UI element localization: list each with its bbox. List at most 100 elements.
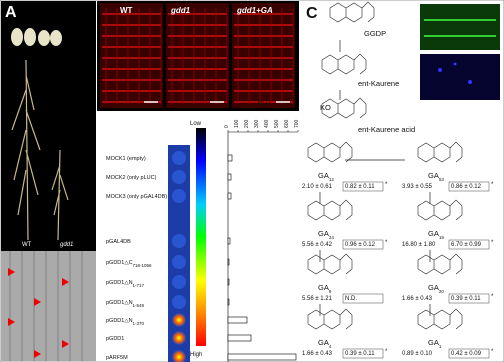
row-label: pGDD1△N1-370 — [106, 318, 145, 326]
tick-label: 200 — [244, 119, 250, 128]
compound-name-sub: 19 — [439, 235, 445, 240]
mutant-value: 0.39 ± 0.11 — [451, 296, 481, 302]
row-label: pGDD1△N1-717 — [106, 280, 145, 288]
luminescence-well — [172, 295, 186, 309]
mutant-value: 0.82 ± 0.11 — [345, 184, 375, 190]
compound-name-sub: 4 — [329, 344, 332, 349]
wt-value: 1.66 ± 0.43 — [302, 351, 333, 357]
scale-low: Low — [190, 121, 202, 127]
panel-letter: C — [306, 5, 318, 22]
mutant-box — [342, 181, 384, 192]
luminescence-well — [172, 255, 186, 269]
compound-name: GA20 — [428, 283, 444, 294]
microscopy-image — [100, 3, 163, 108]
color-scale — [196, 128, 206, 346]
bar — [227, 237, 231, 245]
compound-name-main: GA — [428, 338, 439, 347]
significance: * — [491, 240, 494, 246]
tick-label: 500 — [274, 119, 280, 128]
structure — [321, 53, 367, 75]
row-label: pGDD1 — [106, 336, 124, 342]
mutant-box — [448, 348, 490, 359]
structure — [417, 199, 463, 221]
mutant-box — [448, 293, 490, 304]
precursor-label: KO — [320, 103, 331, 112]
cell-image — [1, 251, 96, 361]
row-label-sub: 1-549 — [133, 303, 145, 308]
tick-label: 700 — [294, 119, 300, 128]
compound-name: GA53 — [428, 171, 444, 182]
luminescence-well — [172, 234, 186, 248]
tick-label: 100 — [234, 119, 240, 128]
image-label: gdd1 — [170, 6, 191, 15]
compound-name-main: GA — [428, 283, 439, 292]
mutant-box — [342, 348, 384, 359]
image-label: gdd1+GA — [236, 6, 273, 15]
compound-name: GA19 — [428, 229, 444, 240]
compound-name-sub: 1 — [439, 344, 442, 349]
compound-name-main: GA — [428, 229, 439, 238]
mutant-value: 0.96 ± 0.12 — [345, 242, 376, 248]
structure — [321, 97, 367, 119]
luminescence-well — [172, 151, 186, 165]
mutant-value: 0.86 ± 0.12 — [451, 184, 482, 190]
row-label: MOCK1 (empty) — [106, 156, 146, 162]
wt-value: 5.56 ± 0.42 — [302, 242, 333, 248]
structure — [417, 253, 463, 275]
luminescence-well — [172, 350, 186, 362]
row-label: MOCK3 (only pGAL4DB) — [106, 194, 167, 200]
bar — [227, 298, 230, 306]
mutant-value: 0.42 ± 0.09 — [451, 351, 482, 357]
compound-name-main: GA — [318, 229, 329, 238]
bar — [227, 173, 232, 181]
precursor-label: ent-Kaurene — [358, 79, 399, 88]
genotype-label: gdd1 — [60, 242, 73, 248]
mutant-value: N.D. — [345, 296, 357, 302]
image-label: WT — [120, 6, 133, 15]
bar — [227, 154, 233, 162]
structure — [307, 199, 353, 221]
genotype-label: WT — [22, 242, 32, 248]
row-label: MOCK2 (only pLUC) — [106, 175, 157, 181]
significance: * — [385, 182, 388, 188]
mutant-value: 6.70 ± 0.99 — [451, 242, 482, 248]
mutant-box — [342, 293, 384, 304]
tick-label: 600 — [284, 119, 290, 128]
compound-name-main: GA — [318, 338, 329, 347]
significance: * — [385, 240, 388, 246]
compound-name-sub: 9 — [329, 289, 332, 294]
panicles — [11, 59, 69, 241]
tick-label: 300 — [254, 119, 260, 128]
tick-label: 400 — [264, 119, 270, 128]
mutant-box — [342, 239, 384, 250]
arrowheads — [8, 268, 69, 358]
mutant-value: 0.39 ± 0.11 — [345, 351, 375, 357]
compound-name-sub: 53 — [439, 177, 445, 182]
luminescence-well — [172, 331, 186, 345]
row-label: pGDD1△C718-1056 — [106, 260, 152, 268]
wt-value: 0.89 ± 0.10 — [402, 351, 433, 357]
wt-value: 2.10 ± 0.61 — [302, 184, 333, 190]
row-label: pARF5M — [106, 355, 128, 361]
bar — [227, 334, 252, 342]
luminescence-well — [172, 313, 186, 327]
significance: * — [491, 294, 494, 300]
scale-high: High — [190, 352, 202, 358]
structure — [307, 253, 353, 275]
luminescence-well — [172, 275, 186, 289]
axis-label: RLU — [258, 102, 270, 108]
significance: * — [491, 182, 494, 188]
compound-name-main: GA — [318, 283, 329, 292]
structure — [307, 308, 353, 330]
row-label: pGAL4DB — [106, 239, 131, 245]
row-label-main: pGDD1△C — [106, 260, 133, 266]
compound-name-main: GA — [318, 171, 329, 180]
precursor-label: GGDP — [364, 29, 386, 38]
gfp-cells — [424, 19, 496, 37]
arrows — [339, 40, 405, 161]
compound-name: GA24 — [318, 229, 334, 240]
panel-letter: A — [5, 4, 17, 21]
luminescence-well — [172, 189, 186, 203]
significance: * — [385, 349, 388, 355]
structure — [417, 141, 463, 163]
